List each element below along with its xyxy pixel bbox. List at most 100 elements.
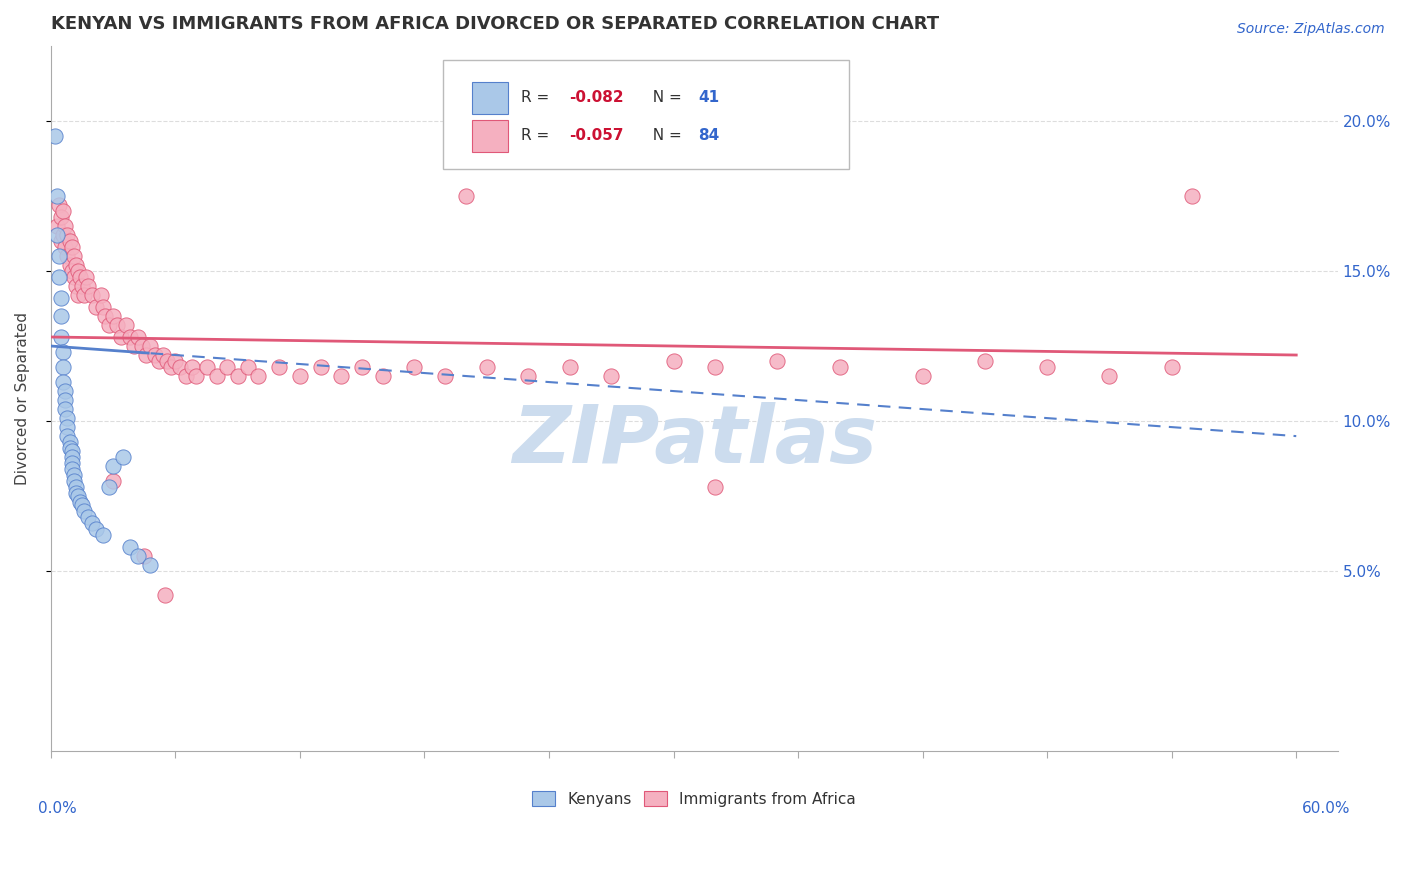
Point	[70, 498, 93, 512]
Point	[52, 203, 75, 218]
Point	[91, 300, 114, 314]
Point	[131, 339, 153, 353]
Point	[77, 510, 100, 524]
Point	[66, 288, 89, 302]
Text: R =: R =	[520, 128, 554, 143]
Point	[309, 359, 332, 374]
Point	[82, 288, 104, 302]
Point	[60, 264, 83, 278]
Point	[139, 339, 162, 353]
Point	[56, 249, 79, 263]
Point	[48, 249, 70, 263]
Point	[184, 369, 207, 384]
Point	[247, 369, 270, 384]
Text: -0.082: -0.082	[569, 90, 624, 104]
Point	[600, 369, 623, 384]
Point	[53, 402, 76, 417]
Point	[44, 128, 66, 143]
Point	[46, 189, 69, 203]
Point	[58, 435, 80, 450]
Point	[90, 288, 112, 302]
Point	[48, 198, 70, 212]
Text: 0.0%: 0.0%	[38, 801, 77, 816]
Point	[352, 359, 374, 374]
Legend: Kenyans, Immigrants from Africa: Kenyans, Immigrants from Africa	[524, 783, 863, 814]
Point	[46, 227, 69, 242]
Point	[97, 480, 120, 494]
FancyBboxPatch shape	[471, 82, 508, 114]
Point	[65, 279, 87, 293]
Point	[65, 486, 87, 500]
Point	[66, 489, 89, 503]
Point	[51, 309, 73, 323]
Point	[65, 480, 87, 494]
Point	[46, 219, 69, 233]
Text: -0.057: -0.057	[569, 128, 624, 143]
Point	[105, 318, 128, 332]
Point	[60, 240, 83, 254]
Point	[91, 528, 114, 542]
Point	[288, 369, 311, 384]
Point	[662, 354, 685, 368]
Point	[53, 384, 76, 398]
Point	[122, 339, 145, 353]
Point	[60, 450, 83, 464]
Point	[56, 411, 79, 425]
Point	[135, 348, 157, 362]
Y-axis label: Divorced or Separated: Divorced or Separated	[15, 312, 30, 485]
Point	[53, 219, 76, 233]
Point	[1098, 369, 1121, 384]
Point	[60, 462, 83, 476]
Point	[517, 369, 540, 384]
Text: R =: R =	[520, 90, 554, 104]
Text: KENYAN VS IMMIGRANTS FROM AFRICA DIVORCED OR SEPARATED CORRELATION CHART: KENYAN VS IMMIGRANTS FROM AFRICA DIVORCE…	[51, 15, 939, 33]
Point	[169, 359, 191, 374]
Point	[118, 541, 141, 555]
Point	[56, 429, 79, 443]
Point	[51, 234, 73, 248]
Point	[475, 359, 498, 374]
Point	[77, 279, 100, 293]
Point	[53, 393, 76, 408]
Point	[51, 291, 73, 305]
Point	[52, 345, 75, 359]
Point	[101, 474, 124, 488]
Text: Source: ZipAtlas.com: Source: ZipAtlas.com	[1237, 22, 1385, 37]
Text: 84: 84	[699, 128, 720, 143]
Point	[62, 269, 84, 284]
Point	[152, 348, 174, 362]
Point	[62, 468, 84, 483]
Point	[58, 441, 80, 455]
Point	[118, 330, 141, 344]
Point	[56, 420, 79, 434]
Point	[181, 359, 204, 374]
Point	[236, 359, 259, 374]
Point	[134, 549, 156, 564]
Point	[127, 549, 149, 564]
Point	[330, 369, 353, 384]
Point	[52, 227, 75, 242]
FancyBboxPatch shape	[443, 60, 849, 169]
Text: N =: N =	[643, 128, 686, 143]
Point	[69, 269, 91, 284]
Point	[828, 359, 851, 374]
Point	[217, 359, 239, 374]
Point	[226, 369, 249, 384]
Point	[58, 258, 80, 272]
Point	[139, 558, 162, 573]
Point	[75, 269, 97, 284]
Point	[704, 359, 727, 374]
Point	[127, 330, 149, 344]
Point	[48, 269, 70, 284]
Point	[205, 369, 228, 384]
Point	[704, 480, 727, 494]
Point	[911, 369, 934, 384]
Text: 41: 41	[699, 90, 720, 104]
Point	[82, 516, 104, 531]
Point	[60, 444, 83, 458]
Point	[101, 309, 124, 323]
Point	[156, 354, 179, 368]
Point	[52, 359, 75, 374]
Point	[65, 258, 87, 272]
Point	[148, 354, 170, 368]
